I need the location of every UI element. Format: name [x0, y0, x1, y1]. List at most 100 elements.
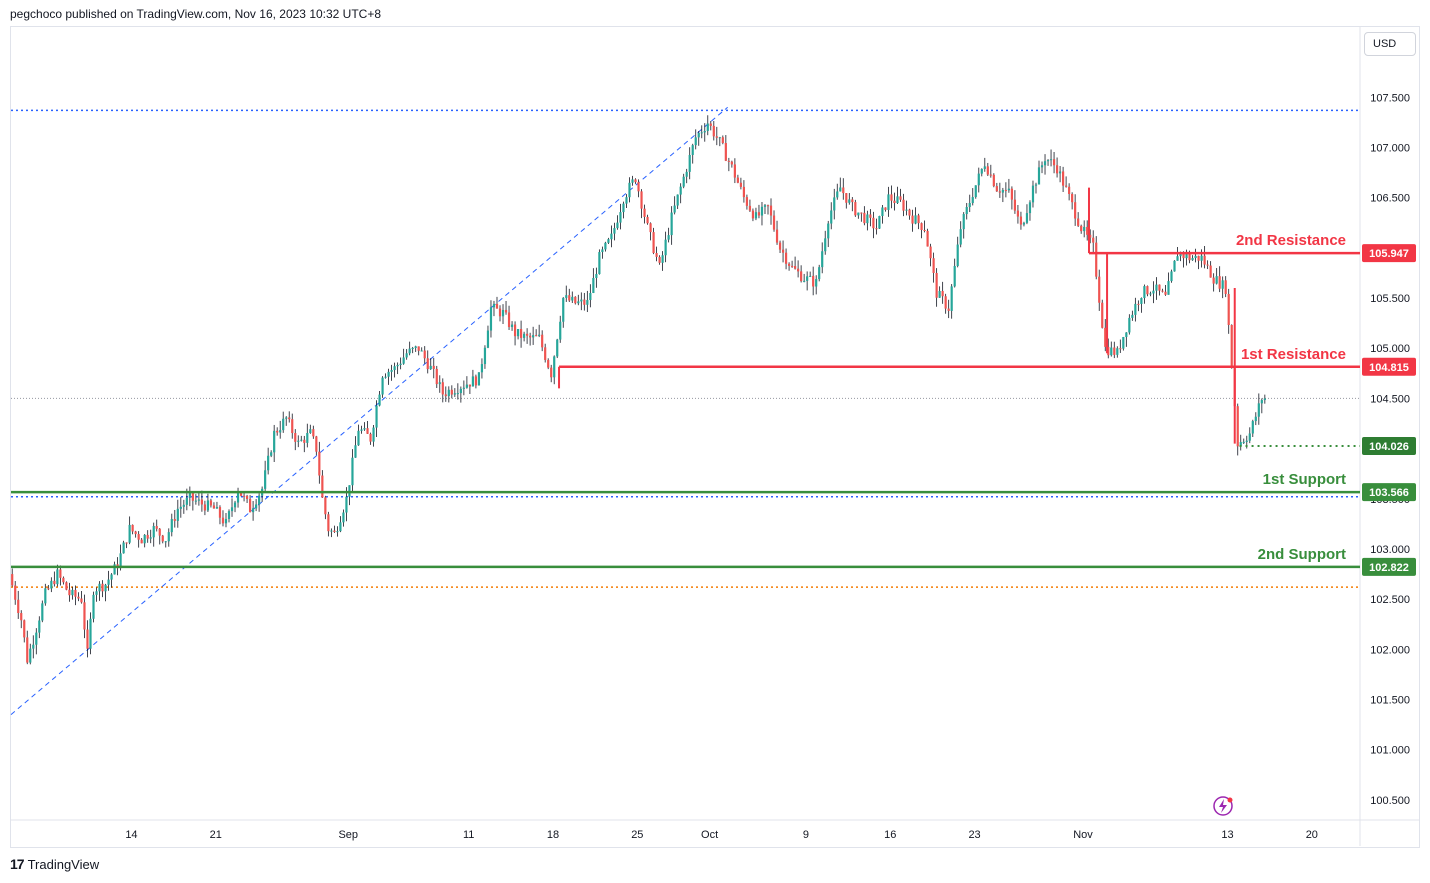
- candle-body: [619, 212, 622, 223]
- candle-body: [215, 507, 219, 509]
- candle-body: [977, 173, 980, 186]
- candle-body: [303, 439, 306, 443]
- resistance-label: 2nd Resistance: [1236, 232, 1346, 249]
- trendline[interactable]: [10, 106, 728, 715]
- candle-body: [480, 364, 484, 373]
- x-tick-label: Oct: [701, 829, 718, 841]
- support-label: 2nd Support: [1258, 546, 1346, 563]
- candle-body: [227, 511, 231, 519]
- lightning-icon[interactable]: [1213, 796, 1233, 816]
- candle-body: [652, 232, 655, 254]
- chart-frame[interactable]: [10, 26, 1420, 848]
- candle-body: [860, 212, 863, 214]
- candle-body: [173, 518, 176, 521]
- candle-body: [56, 569, 59, 585]
- price-tag-value: 104.815: [1369, 362, 1409, 374]
- candle-body: [1242, 441, 1245, 443]
- candle-body: [583, 299, 586, 305]
- y-tick-label: 105.000: [1370, 343, 1410, 355]
- candle-body: [818, 267, 821, 280]
- candle-body: [65, 582, 68, 590]
- candle-body: [1119, 348, 1122, 350]
- candle-body: [833, 197, 836, 211]
- candle-body: [613, 228, 616, 234]
- candle-body: [1263, 398, 1266, 401]
- y-tick-label: 102.000: [1370, 644, 1410, 656]
- candle-body: [598, 252, 601, 275]
- candle-body: [1140, 298, 1143, 304]
- candle-body: [532, 335, 535, 338]
- candle-body: [465, 384, 468, 388]
- candle-body: [336, 531, 339, 533]
- candle-body: [1182, 253, 1185, 259]
- candle-body: [926, 230, 929, 247]
- candle-body: [83, 602, 86, 630]
- candle-body: [420, 350, 423, 352]
- candle-body: [501, 309, 505, 317]
- candle-body: [781, 249, 785, 253]
- price-tag: [1362, 557, 1416, 576]
- candle-body: [1113, 347, 1116, 355]
- candle-body: [393, 366, 396, 371]
- candle-body: [294, 433, 297, 442]
- y-tick-label: 107.500: [1370, 92, 1410, 104]
- candle-body: [185, 497, 188, 505]
- candle-body: [1224, 280, 1227, 294]
- footer-brand: 17 TradingView: [10, 856, 99, 872]
- candle-body: [730, 161, 733, 165]
- candle-body: [1230, 325, 1233, 369]
- candle-body: [230, 507, 234, 512]
- candle-body: [625, 197, 628, 204]
- candle-body: [1218, 276, 1221, 289]
- candle-body: [1058, 171, 1062, 174]
- candle-body: [1004, 189, 1007, 191]
- candle-body: [251, 508, 255, 513]
- candle-body: [526, 333, 529, 336]
- candle-body: [1161, 290, 1164, 292]
- candle-body: [224, 518, 228, 524]
- candle-body: [522, 333, 526, 338]
- candle-body: [562, 297, 565, 322]
- candle-body: [486, 330, 490, 348]
- candle-body: [709, 123, 712, 126]
- candle-body: [547, 359, 550, 368]
- candle-body: [884, 207, 887, 210]
- publisher-caption: pegchoco published on TradingView.com, N…: [10, 7, 382, 21]
- candle-body: [899, 196, 902, 200]
- candle-body: [851, 199, 854, 203]
- candle-body: [89, 618, 92, 649]
- candle-body: [1191, 258, 1194, 261]
- currency-selector[interactable]: USD: [1364, 32, 1416, 56]
- candle-body: [733, 164, 736, 178]
- candle-body: [1173, 260, 1176, 272]
- candle-body: [38, 620, 41, 633]
- candle-body: [245, 495, 249, 499]
- candle-body: [339, 522, 342, 532]
- candle-body: [839, 187, 842, 192]
- candle-body: [574, 296, 577, 304]
- candle-body: [50, 580, 53, 589]
- x-tick-label: 20: [1306, 829, 1318, 841]
- candle-body: [164, 541, 167, 543]
- candle-body: [1101, 302, 1104, 328]
- candle-body: [444, 394, 447, 397]
- candle-body: [637, 182, 640, 192]
- candle-body: [827, 223, 830, 239]
- candle-body: [1137, 303, 1140, 305]
- candle-body: [553, 356, 556, 378]
- tradingview-logo-icon: 17: [10, 856, 25, 872]
- candle-body: [784, 252, 788, 264]
- candle-body: [845, 193, 848, 203]
- candle-body: [923, 230, 926, 232]
- candle-body: [378, 394, 381, 406]
- candle-body: [1212, 277, 1215, 284]
- candle-body: [1034, 184, 1038, 186]
- candle-body: [577, 301, 580, 304]
- candle-body: [53, 580, 56, 585]
- candle-body: [459, 388, 462, 394]
- candle-body: [258, 495, 261, 505]
- candle-body: [1257, 403, 1260, 417]
- candle-body: [929, 246, 932, 259]
- candle-body: [255, 504, 258, 509]
